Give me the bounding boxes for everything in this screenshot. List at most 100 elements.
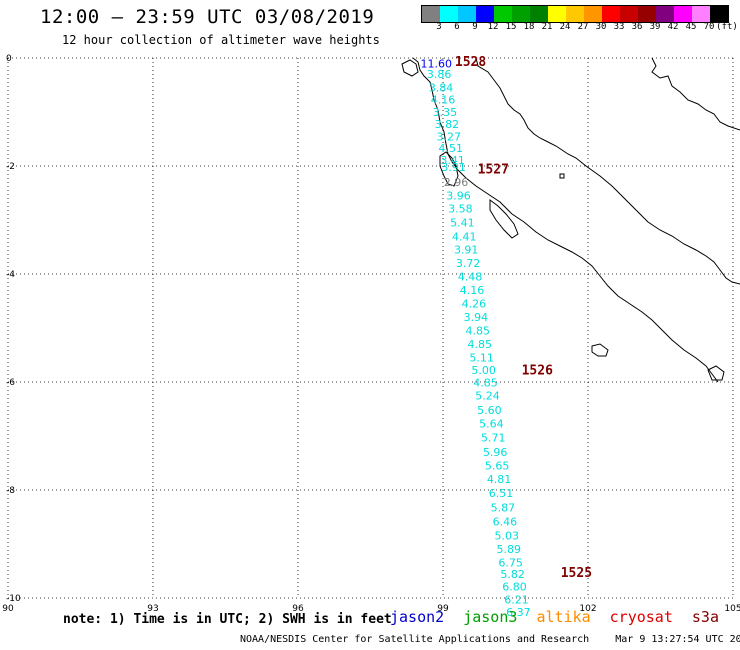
x-tick-label: 90: [2, 604, 14, 614]
legend-label: 24: [559, 22, 571, 32]
legend-label: (ft): [716, 22, 738, 32]
legend-swatch: [440, 6, 458, 22]
wave-height-value: 4.48: [458, 271, 483, 284]
y-tick-label: -8: [6, 486, 15, 496]
footer-timestamp: Mar 9 13:27:54 UTC 2019: [615, 634, 740, 645]
sat-cryosat: cryosat: [609, 608, 673, 626]
wave-height-value: 3.35: [433, 106, 458, 119]
orbit-number-label: 1525: [561, 566, 592, 581]
satellite-legend: jason2 jason3 altika cryosat s3a: [390, 608, 729, 626]
chart-title: 12:00 – 23:59 UTC 03/08/2019: [40, 6, 375, 28]
coastline-east: [651, 57, 740, 131]
footer: NOAA/NESDIS Center for Satellite Applica…: [240, 634, 740, 645]
island-siberut: [489, 199, 519, 239]
wave-height-value: 5.64: [479, 418, 504, 431]
wave-height-value: 5.71: [481, 432, 506, 445]
wave-height-value: 4.85: [473, 377, 498, 390]
coastline: [401, 57, 740, 383]
y-tick-label: -10: [6, 594, 21, 604]
legend-label: 21: [541, 22, 553, 32]
wave-height-track: 11.603.863.844.163.353.823.274.513.413.9…: [420, 57, 530, 619]
wave-height-value: 5.03: [495, 529, 520, 542]
legend-swatch: [548, 6, 566, 22]
legend-label: 12: [487, 22, 499, 32]
wave-height-value: 3.94: [464, 311, 489, 324]
legend-swatch: [620, 6, 638, 22]
island-small-1: [591, 343, 609, 357]
coastline-north: [475, 57, 740, 285]
wave-height-value: 3.72: [456, 257, 481, 270]
wave-height-value: 3.96: [446, 190, 471, 203]
wave-height-value: 5.65: [485, 460, 510, 473]
legend-label: 33: [613, 22, 625, 32]
orbit-labels: 1528 1527 1526 1525: [455, 55, 592, 581]
legend-swatch: [512, 6, 530, 22]
wave-height-value: 6.21: [504, 594, 529, 607]
wave-height-value: 11.60: [420, 57, 452, 70]
legend-swatch: [638, 6, 656, 22]
x-tick-label: 96: [292, 604, 304, 614]
legend-label: 3: [436, 22, 442, 32]
wave-height-value: 6.37: [506, 606, 531, 619]
color-legend-labels: 3 6 9 12 15 18 21 24 27 30 33 36 39 42 45 70 (ft): [421, 22, 738, 34]
legend-swatch: [692, 6, 710, 22]
orbit-number-label: 1526: [522, 364, 553, 379]
x-tick-label: 93: [147, 604, 158, 614]
legend-label: 9: [472, 22, 478, 32]
wave-height-value: 5.82: [500, 568, 525, 581]
wave-height-value: 5.60: [477, 404, 502, 417]
notes-text: note: 1) Time is in UTC; 2) SWH is in fe…: [63, 612, 392, 627]
wave-height-value: 4.16: [460, 284, 485, 297]
legend-swatch: [674, 6, 692, 22]
coastline-sumatra: [412, 57, 719, 383]
wave-height-value: 6.75: [498, 556, 523, 569]
legend-swatch: [458, 6, 476, 22]
orbit-number-label: 1528: [455, 55, 486, 70]
wave-height-value: 3.41: [440, 154, 465, 167]
legend-label: 15: [505, 22, 517, 32]
legend-swatch: [566, 6, 584, 22]
wave-height-value: 4.85: [466, 325, 491, 338]
legend-swatch: [602, 6, 620, 22]
wave-height-value: 3.82: [435, 118, 460, 131]
legend-label: 27: [577, 22, 589, 32]
wave-height-value: 4.85: [467, 338, 492, 351]
wave-height-value: 5.00: [471, 364, 496, 377]
wave-height-value: 5.87: [491, 501, 516, 514]
sat-jason3: jason3: [463, 608, 518, 626]
wave-height-value: 5.96: [483, 446, 508, 459]
wave-height-value: 6.46: [493, 515, 518, 528]
lat-lon-grid: 90 93 96 99 102 105 0 -2 -4 -6 -8 -10: [2, 54, 740, 614]
legend-label: 42: [667, 22, 679, 32]
legend-swatch: [530, 6, 548, 22]
legend-label: 45: [685, 22, 697, 32]
wave-height-value: 4.26: [462, 298, 487, 311]
island-nias: [439, 151, 459, 187]
wave-height-value: 3.27: [437, 130, 462, 143]
island-small-2: [707, 365, 725, 381]
x-tick-label: 105: [724, 604, 740, 614]
chart-subtitle: 12 hour collection of altimeter wave hei…: [62, 33, 380, 47]
y-tick-label: -4: [6, 270, 15, 280]
island-simeulue: [401, 59, 419, 77]
wave-height-value: 4.41: [452, 231, 477, 244]
wave-height-value: 3.86: [427, 68, 452, 81]
legend-label: 36: [631, 22, 643, 32]
legend-label: 6: [454, 22, 460, 32]
wave-height-value: 3.84: [429, 82, 454, 95]
sat-altika: altika: [536, 608, 591, 626]
legend-swatch: [422, 6, 440, 22]
wave-height-value: 4.81: [487, 473, 512, 486]
y-tick-label: 0: [6, 54, 12, 64]
x-tick-label: 102: [579, 604, 596, 614]
wave-height-value: 3.91: [454, 244, 479, 257]
legend-swatch: [584, 6, 602, 22]
wave-height-value: 4.16: [431, 94, 456, 107]
wave-height-value: 6.80: [502, 581, 527, 594]
sat-jason2: jason2: [390, 608, 445, 626]
legend-swatch: [476, 6, 494, 22]
sat-s3a: s3a: [691, 608, 719, 626]
wave-height-value: 5.11: [469, 352, 494, 365]
y-tick-label: -2: [6, 162, 15, 172]
